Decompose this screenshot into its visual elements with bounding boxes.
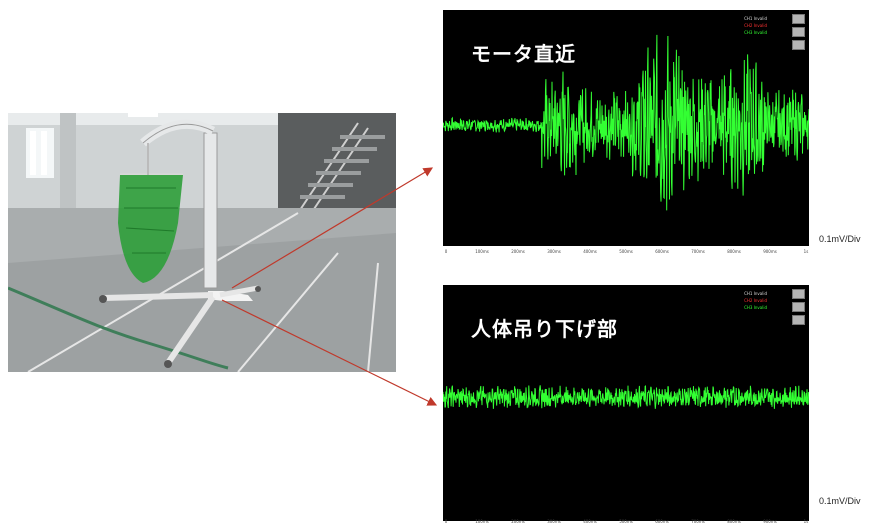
oscilloscope-panel-motor: モータ直近 CH1 Invalid CH2 Invalid CH3 Invali… bbox=[443, 10, 809, 246]
time-tick-label: 300ms bbox=[547, 519, 561, 524]
scope-legend-suspension: CH1 Invalid CH2 Invalid CH3 Invalid bbox=[744, 290, 767, 311]
waveform-suspension bbox=[443, 385, 809, 409]
scope-title-suspension: 人体吊り下げ部 bbox=[471, 317, 618, 341]
oscilloscope-panel-suspension: 人体吊り下げ部 CH1 Invalid CH2 Invalid CH3 Inva… bbox=[443, 285, 809, 521]
time-tick-label: 700ms bbox=[691, 249, 705, 254]
legend-ch1: CH1 Invalid bbox=[744, 16, 767, 21]
legend-ch2: CH2 Invalid bbox=[744, 23, 767, 28]
scope-button-1[interactable] bbox=[792, 14, 805, 24]
time-tick-label: 0 bbox=[444, 519, 448, 524]
time-tick-label: 500ms bbox=[619, 519, 633, 524]
time-tick-label: 100ms bbox=[475, 519, 489, 524]
scope-button-2[interactable] bbox=[792, 302, 805, 312]
time-tick-label: 500ms bbox=[619, 249, 633, 254]
legend-ch1: CH1 Invalid bbox=[744, 291, 767, 296]
time-axis-suspension: 0 100ms 200ms 300ms 400ms 500ms 600ms 700ms 800m… bbox=[443, 519, 809, 529]
scope-button-3[interactable] bbox=[792, 40, 805, 50]
time-tick-label: 800ms bbox=[727, 249, 741, 254]
time-tick-label: 600ms bbox=[655, 249, 669, 254]
scale-label-motor: 0.1mV/Div bbox=[819, 234, 861, 244]
time-tick-label: 800ms bbox=[727, 519, 741, 524]
scope-controls-suspension bbox=[792, 289, 805, 328]
time-tick-label: 200ms bbox=[511, 519, 525, 524]
waveform-trace bbox=[443, 34, 809, 211]
time-tick-label: 0 bbox=[444, 249, 448, 254]
time-tick-label: 700ms bbox=[691, 519, 705, 524]
legend-ch3: CH3 Invalid bbox=[744, 30, 767, 35]
time-tick-label: 400ms bbox=[583, 519, 597, 524]
scale-label-suspension: 0.1mV/Div bbox=[819, 496, 861, 506]
scope-title-motor: モータ直近 bbox=[471, 42, 576, 66]
time-tick-label: 1s bbox=[803, 249, 809, 254]
lift-photo-illustration bbox=[8, 113, 396, 372]
time-tick-label: 100ms bbox=[475, 249, 489, 254]
scope-controls-motor bbox=[792, 14, 805, 53]
time-tick-label: 600ms bbox=[655, 519, 669, 524]
waveform-trace bbox=[443, 385, 809, 409]
time-axis-motor: 0 100ms 200ms 300ms 400ms 500ms 600ms 700ms 800m… bbox=[443, 249, 809, 259]
scope-button-2[interactable] bbox=[792, 27, 805, 37]
time-tick-label: 900ms bbox=[763, 249, 777, 254]
time-tick-label: 1s bbox=[803, 519, 809, 524]
time-tick-label: 400ms bbox=[583, 249, 597, 254]
legend-ch3: CH3 Invalid bbox=[744, 305, 767, 310]
scope-button-3[interactable] bbox=[792, 315, 805, 325]
scope-button-1[interactable] bbox=[792, 289, 805, 299]
time-tick-label: 200ms bbox=[511, 249, 525, 254]
patient-lift-photo bbox=[8, 113, 396, 372]
time-tick-label: 300ms bbox=[547, 249, 561, 254]
time-tick-label: 900ms bbox=[763, 519, 777, 524]
scope-legend-motor: CH1 Invalid CH2 Invalid CH3 Invalid bbox=[744, 15, 767, 36]
waveform-motor bbox=[443, 34, 809, 211]
legend-ch2: CH2 Invalid bbox=[744, 298, 767, 303]
